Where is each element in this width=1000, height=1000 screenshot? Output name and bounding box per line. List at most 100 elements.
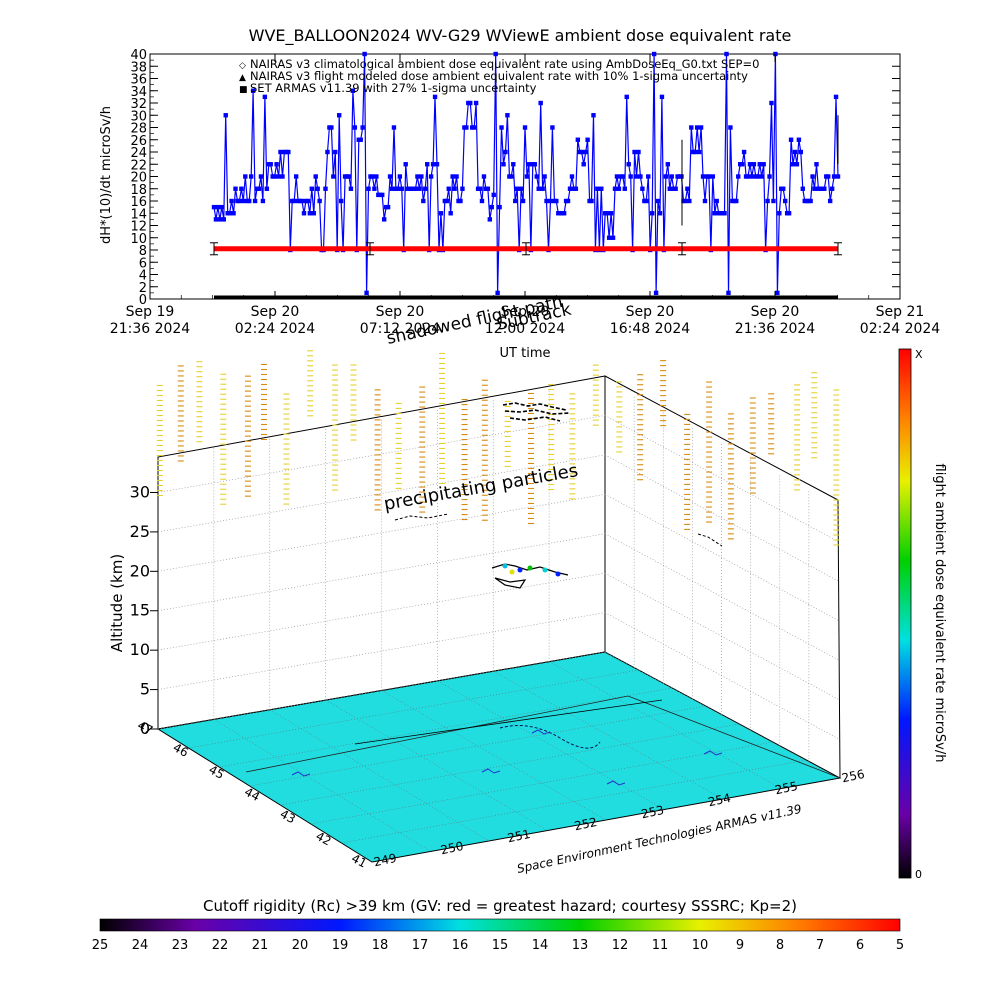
y-tick-label: 14 <box>130 207 147 222</box>
armas-point <box>493 51 498 57</box>
armas-point <box>573 186 579 191</box>
altitude-axis-label: Altitude (km) <box>108 554 126 652</box>
armas-point <box>777 211 782 216</box>
armas-point <box>538 100 543 106</box>
armas-point <box>331 174 336 179</box>
armas-point <box>606 235 612 240</box>
armas-point <box>309 186 315 191</box>
armas-point <box>268 162 273 167</box>
armas-point <box>554 198 559 204</box>
armas-point <box>364 290 369 296</box>
armas-point <box>417 186 422 191</box>
armas-point <box>712 211 717 216</box>
alt-gridline <box>157 494 606 572</box>
armas-point <box>491 192 496 198</box>
armas-point <box>350 88 356 93</box>
armas-point <box>397 174 403 179</box>
armas-point <box>293 174 299 179</box>
armas-point <box>567 186 573 191</box>
armas-point <box>421 198 426 204</box>
armas-point <box>575 137 581 142</box>
longitude-tick-label: 256 <box>841 767 866 785</box>
armas-point <box>796 137 802 142</box>
armas-point <box>503 149 508 155</box>
armas-point <box>315 186 320 191</box>
y-tick-label: 22 <box>130 158 147 173</box>
x-tick-label-time: 21:36 2024 <box>110 321 191 337</box>
cutoff-tick-label: 6 <box>856 938 864 953</box>
cutoff-tick-label: 21 <box>252 938 269 953</box>
armas-point <box>430 162 436 167</box>
y-tick-label: 0 <box>139 293 147 308</box>
x-tick-label-date: Sep 21 <box>876 304 925 320</box>
precipitating-particles-label: precipitating particles <box>382 460 579 515</box>
ground-track <box>354 699 663 745</box>
armas-point <box>536 186 541 191</box>
alt-gridline <box>157 572 606 651</box>
armas-point <box>272 174 277 179</box>
latitude-tick-label: 44 <box>242 785 262 805</box>
armas-point <box>728 125 733 130</box>
ground-mark <box>531 729 551 735</box>
armas-point <box>276 174 281 179</box>
armas-point <box>481 174 487 179</box>
legend-entry: SET ARMAS v11.39 with 27% 1-sigma uncert… <box>250 81 537 95</box>
armas-point <box>522 125 528 130</box>
armas-point <box>663 174 669 179</box>
cutoff-tick-label: 19 <box>332 938 349 953</box>
armas-point <box>532 162 538 167</box>
armas-point <box>761 162 766 167</box>
legend-entry: NAIRAS v3 climatological ambient dose eq… <box>250 57 759 71</box>
armas-point <box>458 198 463 204</box>
armas-point <box>782 198 788 204</box>
armas-point <box>693 149 698 155</box>
armas-point <box>767 174 772 179</box>
armas-point <box>831 174 837 179</box>
x-tick-label-date: Sep 20 <box>376 304 425 320</box>
latitude-tick-label: 41 <box>349 851 369 871</box>
armas-point <box>608 211 614 216</box>
armas-point <box>741 149 747 155</box>
armas-point <box>317 198 322 204</box>
altitude-tick-label: 20 <box>130 561 150 580</box>
armas-point <box>638 174 643 179</box>
ground-mark <box>291 771 311 777</box>
x-tick-label-date: Sep 20 <box>251 304 300 320</box>
ground-gridline <box>188 669 639 749</box>
legend-marker: ◇ <box>239 61 246 71</box>
armas-point <box>657 211 663 216</box>
armas-point <box>757 162 762 167</box>
armas-point <box>438 211 444 216</box>
cutoff-tick-label: 12 <box>612 938 629 953</box>
legend-marker: ■ <box>239 85 248 95</box>
armas-point <box>659 94 665 100</box>
armas-point <box>526 162 532 167</box>
armas-point <box>792 149 798 155</box>
armas-point <box>323 186 328 191</box>
y-tick-label: 10 <box>130 232 147 247</box>
cutoff-caption: Cutoff rigidity (Rc) >39 km (GV: red = g… <box>203 897 797 915</box>
armas-point <box>788 137 794 142</box>
longitude-tick-label: 255 <box>774 779 799 797</box>
armas-point <box>751 162 757 167</box>
armas-point <box>262 94 268 100</box>
armas-point <box>391 125 397 130</box>
armas-point <box>221 217 226 222</box>
armas-point <box>755 174 760 179</box>
flight-dose-point <box>555 571 561 577</box>
armas-point <box>464 125 469 130</box>
longitude-tick-label: 252 <box>573 815 598 833</box>
armas-point <box>413 186 418 191</box>
armas-point <box>250 88 256 93</box>
armas-point <box>213 217 219 222</box>
armas-point <box>495 290 500 296</box>
cutoff-colorbar <box>99 918 901 932</box>
armas-point <box>223 113 228 118</box>
armas-point <box>771 198 776 204</box>
alt-gridline <box>157 533 606 612</box>
latitude-axis: 47 46 45 44 43 42 41 <box>135 718 369 871</box>
armas-point <box>765 198 770 204</box>
armas-point <box>286 149 291 155</box>
